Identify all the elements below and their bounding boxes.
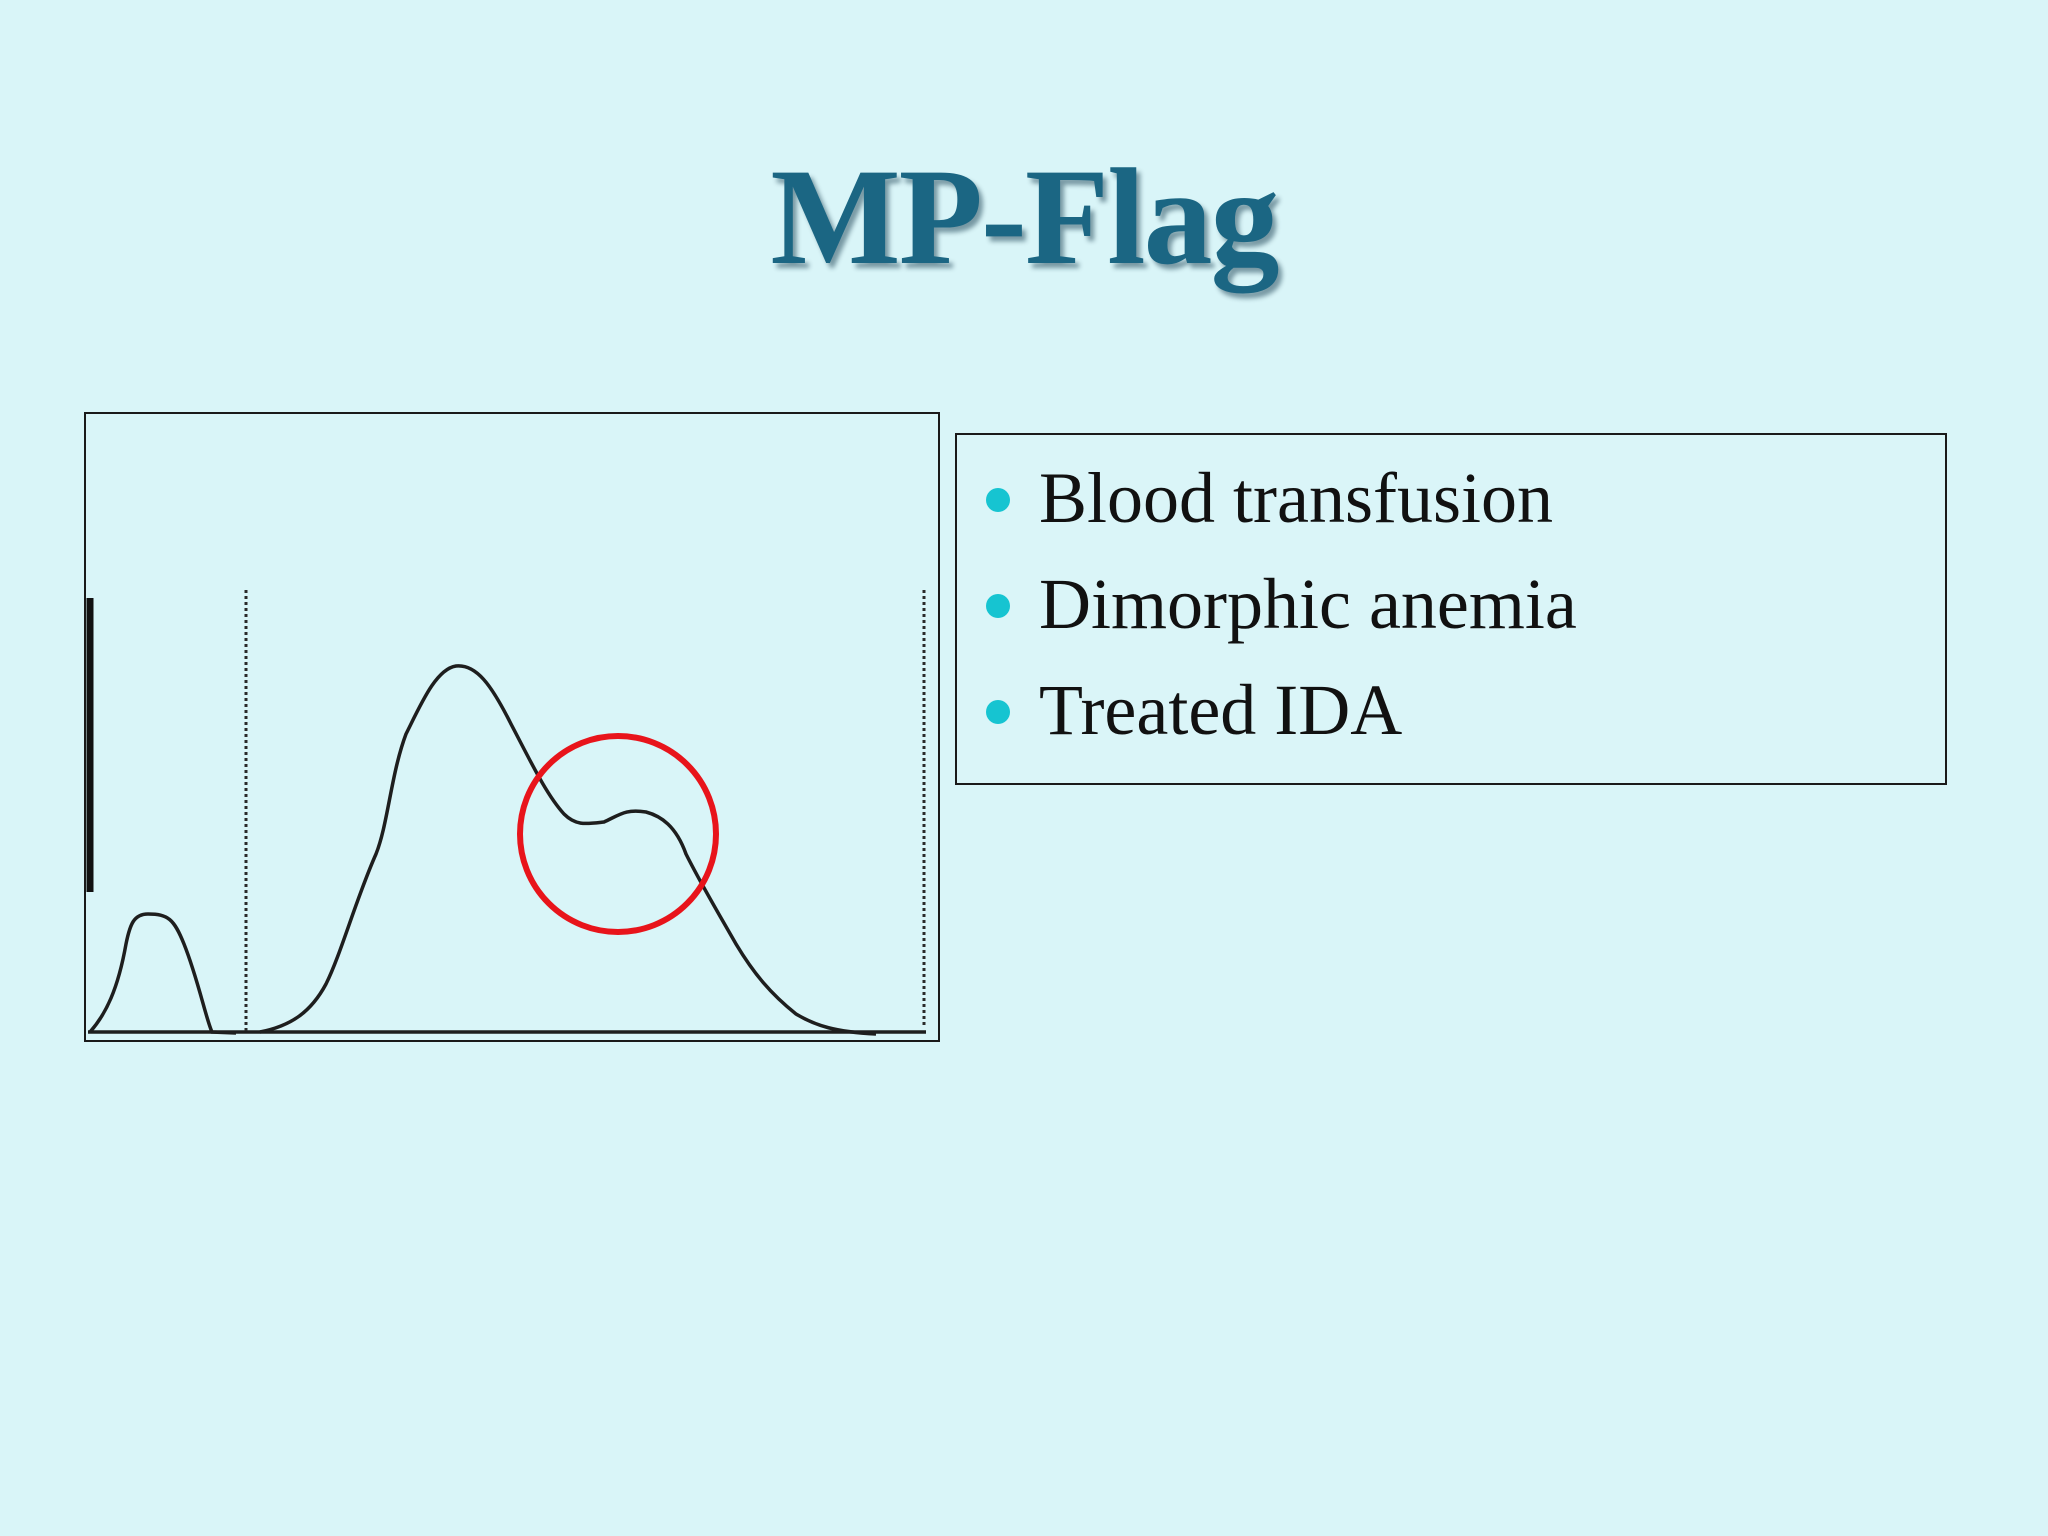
- bullet-box: Blood transfusion Dimorphic anemia Treat…: [955, 433, 1947, 785]
- histogram-figure: [84, 412, 940, 1042]
- list-item: Dimorphic anemia: [957, 551, 1945, 657]
- bullet-label: Blood transfusion: [1039, 458, 1553, 538]
- bullet-list: Blood transfusion Dimorphic anemia Treat…: [957, 445, 1945, 763]
- bullet-dot-icon: [986, 594, 1010, 618]
- bullet-dot-icon: [986, 488, 1010, 512]
- small-peak-curve: [88, 912, 237, 1035]
- highlight-circle: [517, 733, 719, 935]
- list-item: Blood transfusion: [957, 445, 1945, 551]
- histogram-svg: [86, 590, 926, 1036]
- rbc-distribution-curve: [259, 664, 877, 1036]
- bullet-dot-icon: [986, 700, 1010, 724]
- slide-title: MP-Flag: [770, 140, 1279, 293]
- list-item: Treated IDA: [957, 657, 1945, 763]
- bullet-label: Dimorphic anemia: [1039, 564, 1577, 644]
- bullet-label: Treated IDA: [1039, 670, 1403, 750]
